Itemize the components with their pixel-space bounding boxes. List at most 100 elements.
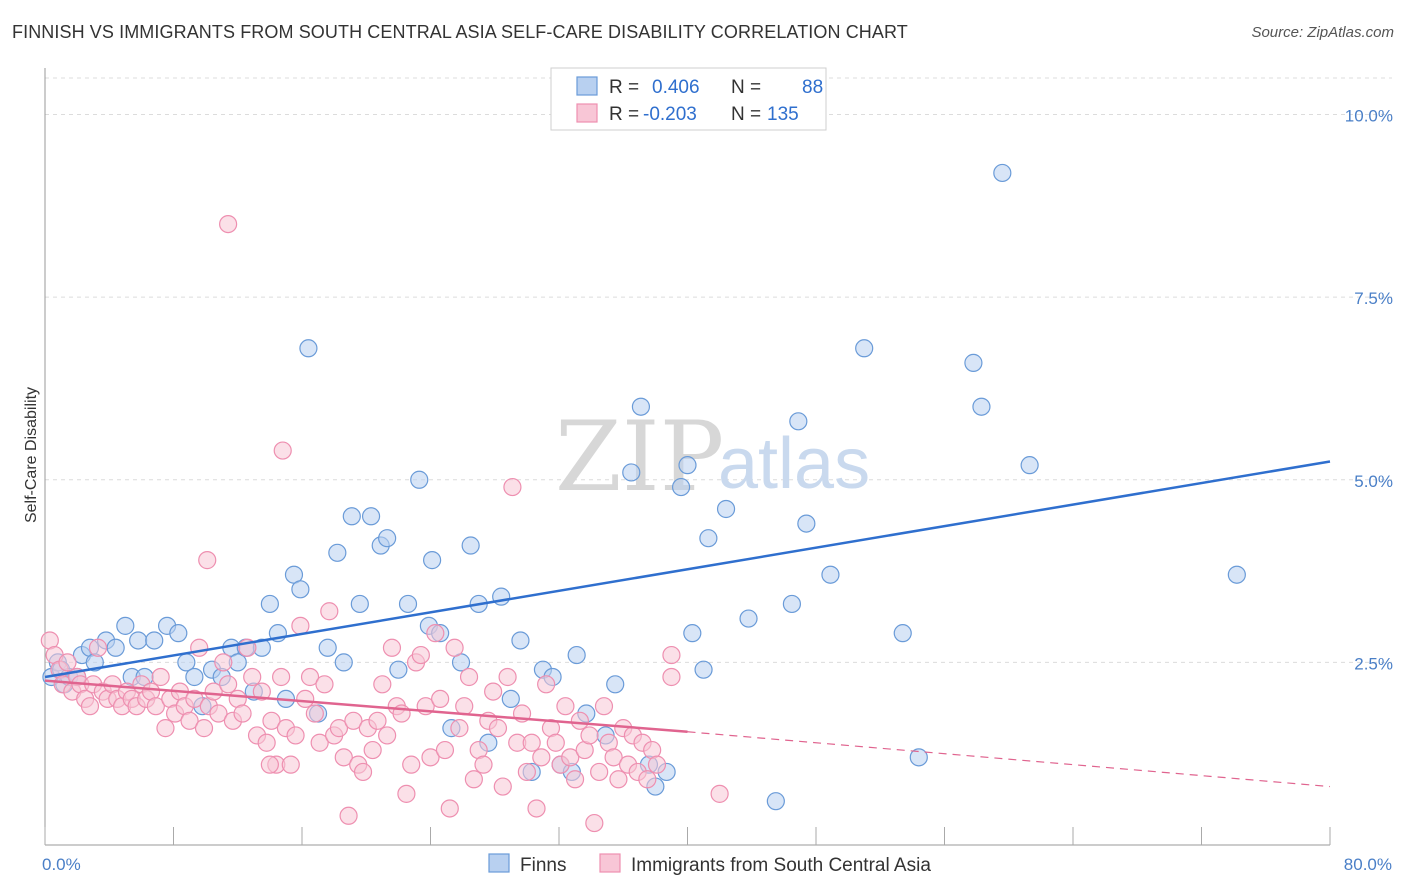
series-immigrants-points [40, 214, 729, 833]
finns-point [342, 507, 361, 526]
immigrants-point [585, 813, 604, 833]
chart-source: Source: ZipAtlas.com [1251, 24, 1394, 41]
finns-point [410, 470, 429, 489]
legend-n-value-finns: 88 [802, 77, 823, 98]
immigrants-point [219, 214, 238, 234]
immigrants-point [382, 638, 402, 657]
x-tick-label: 0.0% [42, 855, 81, 874]
immigrants-point [320, 602, 339, 621]
bottom-legend-swatch-finns [488, 853, 510, 873]
finns-point [511, 631, 530, 650]
watermark-atlas: atlas [718, 424, 870, 504]
finns-point [739, 609, 758, 628]
finns-point [972, 397, 991, 416]
legend-n-label-finns: N = [731, 77, 761, 98]
immigrants-point [156, 719, 175, 738]
legend-r-value-immigrants: -0.203 [643, 104, 697, 125]
immigrants-point [527, 799, 546, 818]
finns-point [821, 565, 840, 584]
finns-point [318, 638, 337, 657]
x-tick-label: 80.0% [1344, 855, 1392, 874]
immigrants-point [537, 675, 556, 694]
immigrants-point [286, 726, 305, 745]
immigrants-point [455, 697, 474, 716]
y-tick-label: 7.5% [1354, 289, 1393, 308]
finns-point [683, 624, 702, 643]
y-tick-label: 10.0% [1345, 107, 1393, 126]
immigrants-point [180, 711, 199, 730]
immigrants-point [315, 675, 334, 694]
x-tick-labels: 0.0% 80.0% [42, 855, 1392, 874]
x-axis-ticks [44, 827, 1331, 845]
immigrants-point [570, 711, 589, 730]
immigrants-trendline [44, 679, 688, 734]
immigrants-point [474, 755, 493, 774]
finns-point [789, 412, 808, 431]
finns-point [328, 543, 347, 562]
immigrants-point [710, 784, 729, 803]
immigrants-point [426, 624, 445, 643]
immigrants-point [421, 748, 440, 767]
immigrants-point [204, 682, 223, 701]
immigrants-point [565, 770, 585, 789]
immigrants-point [209, 704, 228, 723]
finns-point [797, 514, 816, 533]
finns-point [893, 624, 912, 643]
immigrants-point [262, 711, 281, 730]
finns-point [909, 748, 928, 767]
immigrants-point [609, 770, 628, 789]
bottom-legend-label-immigrants: Immigrants from South Central Asia [631, 855, 931, 876]
immigrants-point [373, 675, 392, 694]
finns-point [291, 580, 310, 599]
finns-point [606, 675, 625, 694]
immigrants-point [561, 748, 580, 767]
bottom-legend: Finns Immigrants from South Central Asia [488, 853, 931, 876]
immigrants-point [556, 697, 575, 716]
immigrants-point [273, 441, 292, 460]
immigrants-point [517, 762, 536, 782]
finns-point [389, 660, 408, 679]
finns-point [260, 594, 279, 614]
immigrants-point [58, 653, 77, 672]
immigrants-point [522, 733, 541, 752]
immigrants-point [459, 667, 479, 687]
legend-n-label-immigrants: N = [731, 104, 761, 125]
finns-point [694, 660, 713, 679]
immigrants-point [402, 755, 421, 774]
immigrants-point [353, 762, 373, 782]
immigrants-point [590, 762, 609, 782]
immigrants-point [464, 770, 483, 789]
immigrants-point [368, 711, 387, 730]
immigrants-point [88, 638, 108, 657]
immigrants-point [363, 740, 382, 760]
immigrants-point [291, 616, 310, 635]
finns-point [334, 653, 353, 672]
finns-point [129, 631, 148, 650]
finns-point [461, 536, 480, 555]
immigrants-point [272, 667, 291, 687]
watermark-zip: ZIP [555, 401, 724, 513]
finns-point [678, 456, 697, 475]
immigrants-point [146, 697, 165, 716]
finns-point [423, 551, 442, 570]
legend-swatch-immigrants [576, 103, 598, 123]
immigrants-point [260, 755, 279, 774]
bottom-legend-swatch-immigrants [599, 853, 621, 873]
immigrants-point [185, 689, 204, 709]
immigrants-point [252, 682, 271, 701]
y-axis-label: Self-Care Disability [23, 387, 40, 523]
finns-point [622, 463, 641, 482]
y-tick-labels: 2.5% 5.0% 7.5% 10.0% [1345, 107, 1393, 674]
finns-point [106, 638, 125, 657]
immigrants-point [532, 748, 551, 767]
immigrants-point [484, 682, 503, 701]
y-tick-label: 2.5% [1354, 654, 1393, 673]
finns-point [501, 689, 520, 709]
finns-point [378, 529, 397, 548]
finns-point [398, 594, 418, 614]
finns-point [299, 339, 318, 358]
immigrants-point [296, 689, 315, 709]
finns-point [350, 594, 369, 614]
immigrants-point [300, 667, 320, 687]
immigrants-point [233, 704, 252, 723]
